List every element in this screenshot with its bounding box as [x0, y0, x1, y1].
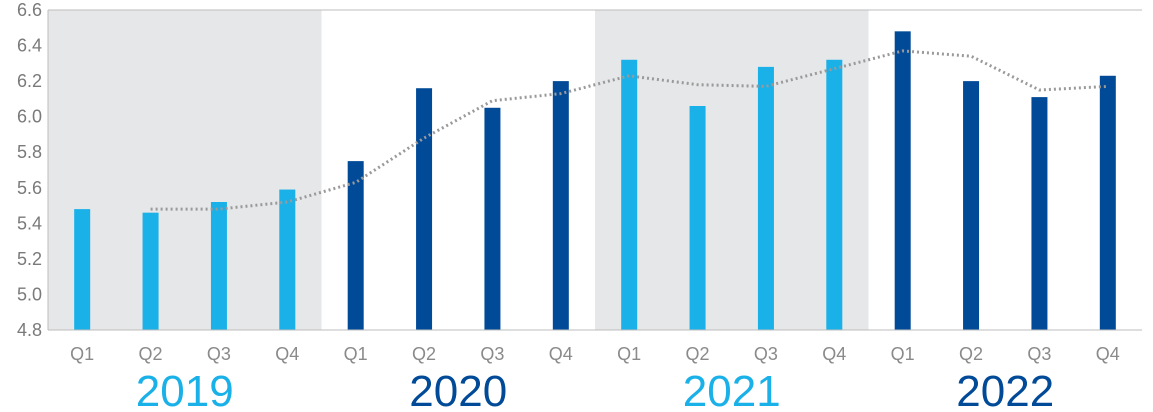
y-tick-label: 5.8	[17, 142, 42, 162]
x-tick-label: Q1	[70, 344, 94, 364]
y-tick-label: 4.8	[17, 320, 42, 340]
y-tick-label: 6.2	[17, 71, 42, 91]
bar-2022-q2	[963, 81, 980, 330]
year-shade-2021	[595, 10, 869, 330]
bar-2021-q3	[757, 66, 774, 330]
bar-2021-q4	[826, 59, 843, 331]
y-tick-label: 5.2	[17, 249, 42, 269]
x-tick-label: Q2	[959, 344, 983, 364]
y-tick-label: 6.4	[17, 36, 42, 56]
bar-2020-q4	[552, 81, 569, 330]
trend-line-layer	[150, 49, 1108, 211]
year-shade-2019	[48, 10, 322, 330]
year-label-2022: 2022	[956, 367, 1054, 412]
y-tick-label: 6.0	[17, 107, 42, 127]
bar-2019-q1	[74, 209, 91, 330]
x-tick-label: Q4	[1096, 344, 1120, 364]
bar-2019-q4	[279, 189, 296, 330]
x-tick-label: Q1	[617, 344, 641, 364]
bar-2020-q1	[347, 161, 364, 330]
bar-2019-q2	[142, 212, 159, 330]
x-tick-label: Q3	[480, 344, 504, 364]
labels-layer: 4.8 5.0 5.2 5.4 5.6 5.8 6.0 6.2 6.4 6.6 Q1 Q2 Q3 Q4 Q1…	[17, 0, 1120, 412]
y-tick-label: 5.4	[17, 213, 42, 233]
x-tick-label: Q4	[549, 344, 573, 364]
y-tick-label: 6.6	[17, 0, 42, 20]
bar-2022-q4	[1099, 75, 1116, 331]
x-tick-label: Q2	[412, 344, 436, 364]
trend-line	[150, 49, 1108, 211]
x-tick-label: Q2	[686, 344, 710, 364]
x-tick-label: Q4	[275, 344, 299, 364]
year-shading-layer	[48, 10, 869, 330]
x-tick-label: Q4	[822, 344, 846, 364]
bar-2019-q3	[210, 202, 227, 330]
bar-2022-q3	[1031, 97, 1048, 330]
year-label-2019: 2019	[136, 367, 234, 412]
x-tick-label: Q1	[344, 344, 368, 364]
bar-2021-q1	[621, 59, 638, 331]
bars-layer	[74, 31, 1116, 331]
bar-2020-q2	[416, 88, 433, 330]
x-tick-label: Q2	[139, 344, 163, 364]
x-tick-label: Q3	[754, 344, 778, 364]
year-label-2021: 2021	[683, 367, 781, 412]
axes-layer	[47, 9, 1142, 331]
bar-2020-q3	[484, 107, 501, 331]
bar-2022-q1	[894, 31, 911, 330]
y-tick-label: 5.0	[17, 284, 42, 304]
x-tick-label: Q1	[891, 344, 915, 364]
bar-2021-q2	[689, 106, 706, 330]
x-tick-label: Q3	[207, 344, 231, 364]
y-tick-label: 5.6	[17, 178, 42, 198]
x-tick-label: Q3	[1027, 344, 1051, 364]
year-label-2020: 2020	[409, 367, 507, 412]
